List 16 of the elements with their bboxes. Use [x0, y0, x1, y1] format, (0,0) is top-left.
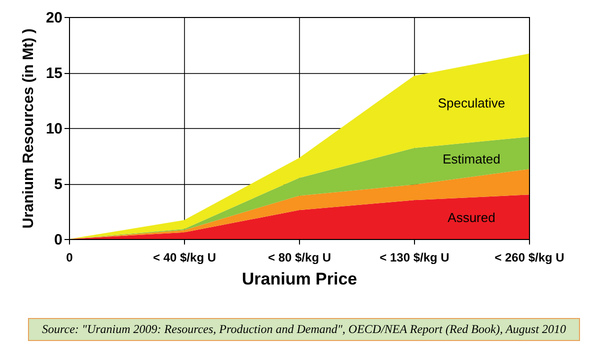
series-label: Speculative [438, 96, 506, 111]
source-note: Source: "Uranium 2009: Resources, Production and Demand", OECD/NEA Report (Red Book), August 2010 [28, 318, 580, 341]
x-tick-label: < 40 $/kg U [152, 250, 216, 264]
x-tick-label: < 80 $/kg U [268, 250, 332, 264]
y-tick-label: 10 [46, 120, 62, 138]
x-axis-title: Uranium Price [242, 270, 358, 288]
y-axis-title: Uranium Resources (in Mt) ) [20, 28, 37, 229]
series-label: Assured [448, 210, 496, 226]
x-tick-label: < 130 $/kg U [380, 250, 450, 264]
y-tick-label: 5 [54, 176, 62, 193]
x-tick-label: 0 [66, 250, 74, 264]
y-tick-label: 0 [54, 232, 62, 248]
x-tick-label: < 260 $/kg U [494, 250, 564, 264]
series-label: Estimated [442, 152, 500, 167]
y-tick-label: 20 [46, 10, 62, 26]
y-tick-label: 15 [46, 65, 62, 82]
